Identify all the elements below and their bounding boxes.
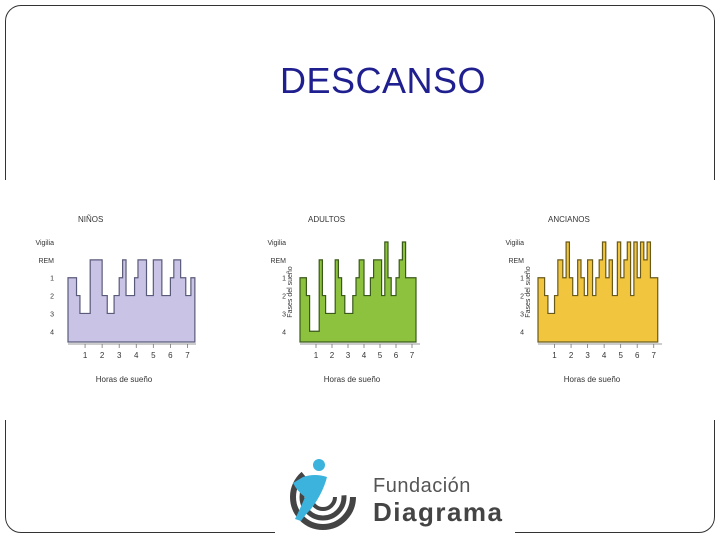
x-tick-label: 1 — [552, 351, 557, 360]
x-tick-label: 3 — [346, 351, 351, 360]
y-category-label: 4 — [520, 329, 524, 336]
y-category-label: REM — [508, 258, 524, 265]
slide-title: DESCANSO — [279, 60, 487, 101]
x-axis-label-0: Horas de sueño — [96, 375, 153, 384]
y-category-label: 4 — [50, 329, 54, 336]
y-category-label: 2 — [282, 294, 286, 301]
y-category-label: 3 — [282, 311, 286, 318]
x-tick-label: 7 — [652, 351, 657, 360]
logo: Fundación Diagrama — [275, 455, 515, 535]
y-axis-label-1: Fases del sueño — [287, 266, 294, 317]
x-tick-label: 7 — [410, 351, 415, 360]
x-tick-label: 6 — [394, 351, 399, 360]
y-category-label: 4 — [282, 329, 286, 336]
sleep-charts: NIÑOS Vigilia REM 1 2 3 4 1 2 3 4 5 6 7 Horas de sueño… — [0, 180, 720, 420]
x-tick-label: 6 — [168, 351, 173, 360]
y-category-label: Vigilia — [35, 240, 54, 247]
y-category-label: 3 — [50, 311, 54, 318]
x-tick-label: 2 — [100, 351, 105, 360]
x-tick-label: 4 — [602, 351, 607, 360]
x-tick-label: 2 — [330, 351, 335, 360]
sleep-area-1 — [299, 241, 417, 343]
y-category-label: Vigilia — [505, 240, 524, 247]
charts-svg: NIÑOS Vigilia REM 1 2 3 4 1 2 3 4 5 6 7 Horas de sueño… — [35, 215, 662, 384]
x-tick-label: 3 — [585, 351, 590, 360]
y-category-label: 3 — [520, 311, 524, 318]
y-axis-label-2: Fases del sueño — [525, 266, 532, 317]
x-tick-label: 1 — [314, 351, 319, 360]
y-category-label: Vigilia — [267, 240, 286, 247]
x-tick-label: 7 — [185, 351, 190, 360]
y-category-label: 2 — [50, 294, 54, 301]
x-axis-label-1: Horas de sueño — [324, 375, 381, 384]
x-tick-label: 1 — [83, 351, 88, 360]
x-tick-label: 3 — [117, 351, 122, 360]
chart-title-1: ADULTOS — [308, 215, 345, 224]
x-tick-label: 5 — [618, 351, 623, 360]
sleep-area-2 — [537, 241, 659, 343]
logo-text-diagrama: Diagrama — [373, 497, 504, 527]
y-category-label: REM — [270, 258, 286, 265]
sleep-area-0 — [67, 259, 196, 343]
y-category-label: REM — [38, 258, 54, 265]
y-category-label: 1 — [520, 276, 524, 283]
chart-title-0: NIÑOS — [78, 215, 103, 224]
y-category-label: 2 — [520, 294, 524, 301]
x-tick-label: 5 — [151, 351, 156, 360]
y-category-label: 1 — [50, 276, 54, 283]
x-axis-label-2: Horas de sueño — [564, 375, 621, 384]
x-tick-label: 2 — [569, 351, 574, 360]
y-category-label: 1 — [282, 276, 286, 283]
x-tick-label: 5 — [378, 351, 383, 360]
logo-text-fundacion: Fundación — [373, 475, 471, 497]
x-tick-label: 6 — [635, 351, 640, 360]
logo-icon — [290, 459, 356, 530]
x-tick-label: 4 — [134, 351, 139, 360]
chart-title-2: ANCIANOS — [548, 215, 590, 224]
x-tick-label: 4 — [362, 351, 367, 360]
